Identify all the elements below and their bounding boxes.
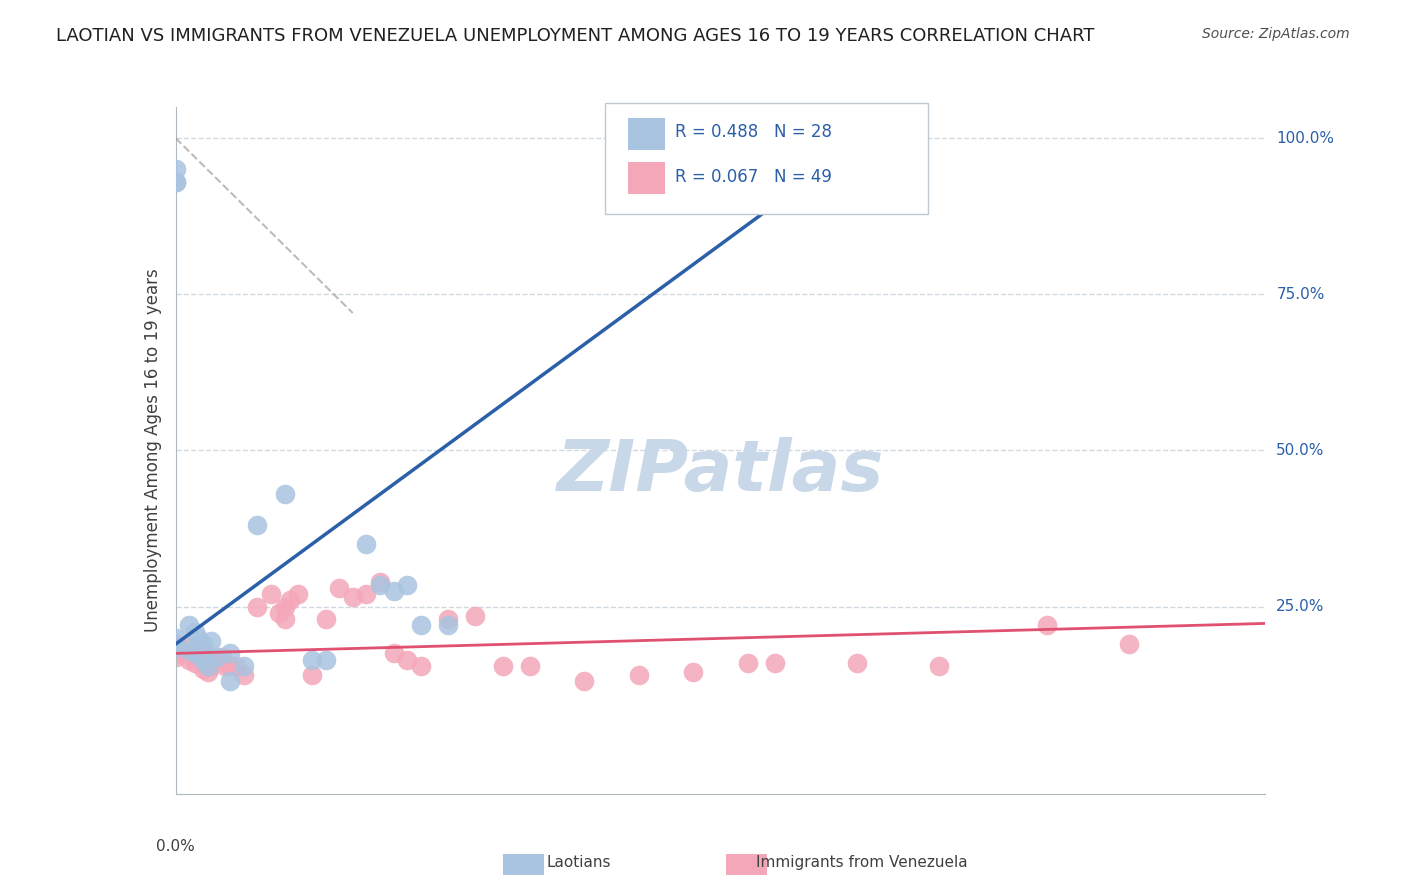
Point: [492, 658, 515, 673]
Point: [188, 653, 211, 667]
Point: [464, 609, 486, 624]
Point: [200, 633, 222, 648]
Point: [211, 649, 233, 664]
Point: [396, 578, 419, 592]
Point: [219, 646, 242, 660]
Point: [287, 587, 309, 601]
Point: [165, 162, 187, 177]
Point: [382, 583, 405, 598]
Point: [179, 643, 201, 657]
Point: [186, 631, 209, 645]
Point: [274, 612, 297, 626]
Point: [301, 653, 323, 667]
Point: [315, 612, 337, 626]
Point: [356, 537, 378, 551]
Point: [165, 640, 187, 655]
Point: [246, 518, 269, 533]
Point: [278, 593, 301, 607]
Point: [165, 646, 187, 660]
Point: [845, 656, 868, 670]
Point: [214, 658, 236, 673]
Point: [191, 643, 214, 657]
Point: [184, 656, 207, 670]
Point: [191, 637, 214, 651]
Point: [197, 658, 219, 673]
Point: [315, 653, 337, 667]
Point: [368, 574, 391, 589]
Text: 25.0%: 25.0%: [1277, 599, 1324, 614]
Point: [928, 658, 950, 673]
Point: [191, 662, 214, 676]
Text: ZIPatlas: ZIPatlas: [557, 436, 884, 506]
Point: [437, 612, 460, 626]
Text: Immigrants from Venezuela: Immigrants from Venezuela: [756, 855, 969, 870]
Point: [186, 646, 209, 660]
Point: [627, 668, 650, 682]
Point: [232, 658, 254, 673]
Point: [165, 175, 187, 189]
Point: [179, 640, 201, 655]
Text: Laotians: Laotians: [547, 855, 612, 870]
Point: [191, 649, 214, 664]
Point: [191, 653, 214, 667]
Point: [200, 658, 222, 673]
Point: [232, 668, 254, 682]
Point: [179, 618, 201, 632]
Point: [184, 624, 207, 639]
Point: [205, 649, 228, 664]
Point: [574, 674, 596, 689]
Point: [184, 649, 207, 664]
Point: [356, 587, 378, 601]
Text: R = 0.067   N = 49: R = 0.067 N = 49: [675, 168, 832, 186]
Point: [368, 578, 391, 592]
Point: [763, 656, 786, 670]
Point: [219, 658, 242, 673]
Text: LAOTIAN VS IMMIGRANTS FROM VENEZUELA UNEMPLOYMENT AMONG AGES 16 TO 19 YEARS CORR: LAOTIAN VS IMMIGRANTS FROM VENEZUELA UNE…: [56, 27, 1095, 45]
Point: [274, 599, 297, 614]
Point: [246, 599, 269, 614]
Point: [437, 618, 460, 632]
Point: [197, 665, 219, 680]
Point: [519, 658, 541, 673]
Text: 50.0%: 50.0%: [1277, 443, 1324, 458]
Point: [219, 674, 242, 689]
Point: [225, 658, 247, 673]
Point: [1036, 618, 1059, 632]
Point: [165, 175, 187, 189]
Point: [301, 668, 323, 682]
Point: [1118, 637, 1140, 651]
Text: 75.0%: 75.0%: [1277, 287, 1324, 301]
FancyBboxPatch shape: [503, 855, 544, 875]
Y-axis label: Unemployment Among Ages 16 to 19 years: Unemployment Among Ages 16 to 19 years: [143, 268, 162, 632]
Point: [205, 653, 228, 667]
Point: [165, 649, 187, 664]
Text: Source: ZipAtlas.com: Source: ZipAtlas.com: [1202, 27, 1350, 41]
Text: R = 0.488   N = 28: R = 0.488 N = 28: [675, 123, 832, 141]
FancyBboxPatch shape: [725, 855, 768, 875]
Point: [409, 658, 432, 673]
Point: [260, 587, 283, 601]
Point: [165, 637, 187, 651]
Point: [179, 653, 201, 667]
Point: [274, 487, 297, 501]
Point: [342, 591, 364, 605]
Text: 100.0%: 100.0%: [1277, 131, 1334, 145]
Point: [382, 646, 405, 660]
Point: [165, 631, 187, 645]
Point: [396, 653, 419, 667]
Point: [737, 656, 759, 670]
Point: [269, 606, 291, 620]
Point: [682, 665, 704, 680]
Text: 0.0%: 0.0%: [156, 838, 195, 854]
Point: [184, 646, 207, 660]
Point: [409, 618, 432, 632]
Point: [328, 581, 350, 595]
